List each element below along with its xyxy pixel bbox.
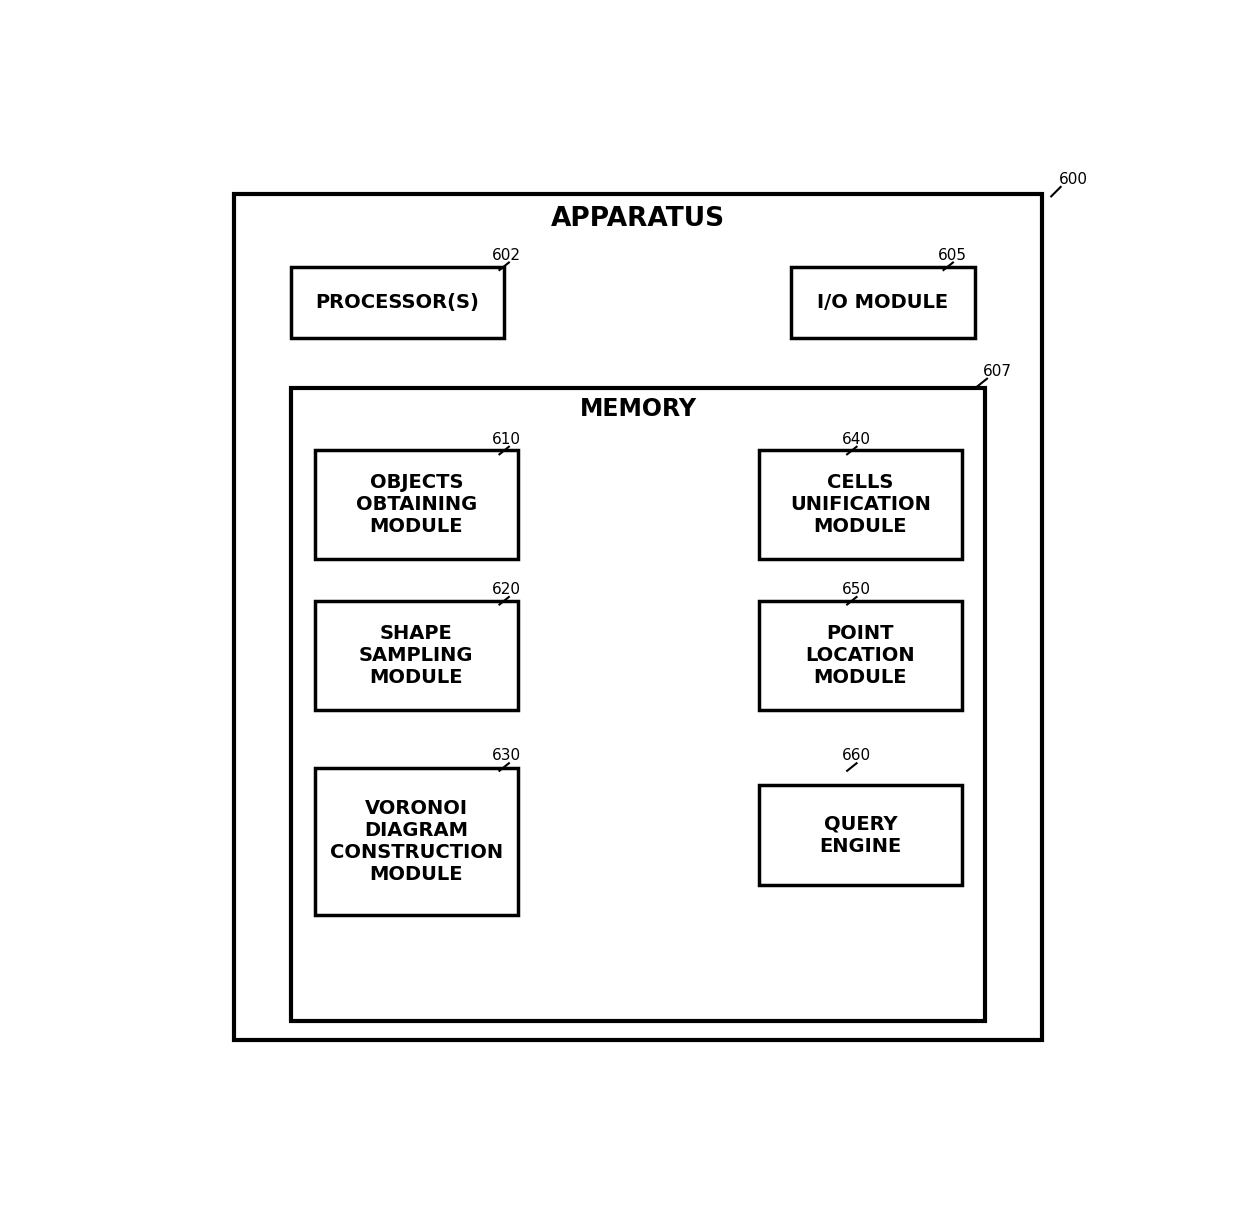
- FancyBboxPatch shape: [759, 785, 962, 885]
- FancyBboxPatch shape: [791, 266, 975, 337]
- FancyBboxPatch shape: [234, 194, 1042, 1040]
- FancyBboxPatch shape: [315, 601, 518, 710]
- FancyBboxPatch shape: [290, 388, 985, 1021]
- Text: CELLS
UNIFICATION
MODULE: CELLS UNIFICATION MODULE: [790, 472, 931, 536]
- Text: PROCESSOR(S): PROCESSOR(S): [315, 293, 480, 312]
- Text: SHAPE
SAMPLING
MODULE: SHAPE SAMPLING MODULE: [360, 625, 474, 687]
- Text: VORONOI
DIAGRAM
CONSTRUCTION
MODULE: VORONOI DIAGRAM CONSTRUCTION MODULE: [330, 799, 503, 885]
- Text: 605: 605: [937, 248, 967, 263]
- Text: 660: 660: [842, 748, 870, 763]
- FancyBboxPatch shape: [315, 768, 518, 915]
- Text: OBJECTS
OBTAINING
MODULE: OBJECTS OBTAINING MODULE: [356, 472, 477, 536]
- Text: 620: 620: [492, 582, 521, 598]
- Text: 600: 600: [1059, 172, 1087, 187]
- Text: POINT
LOCATION
MODULE: POINT LOCATION MODULE: [806, 625, 915, 687]
- FancyBboxPatch shape: [759, 450, 962, 558]
- Text: MEMORY: MEMORY: [580, 398, 697, 421]
- Text: I/O MODULE: I/O MODULE: [817, 293, 949, 312]
- Text: QUERY
ENGINE: QUERY ENGINE: [820, 815, 901, 855]
- Text: 607: 607: [983, 363, 1012, 379]
- FancyBboxPatch shape: [291, 266, 503, 337]
- Text: 640: 640: [842, 432, 870, 447]
- Text: 602: 602: [492, 248, 521, 263]
- FancyBboxPatch shape: [315, 450, 518, 558]
- FancyBboxPatch shape: [759, 601, 962, 710]
- Text: APPARATUS: APPARATUS: [552, 206, 725, 232]
- Text: 610: 610: [492, 432, 521, 447]
- Text: 630: 630: [492, 748, 521, 763]
- Text: 650: 650: [842, 582, 870, 598]
